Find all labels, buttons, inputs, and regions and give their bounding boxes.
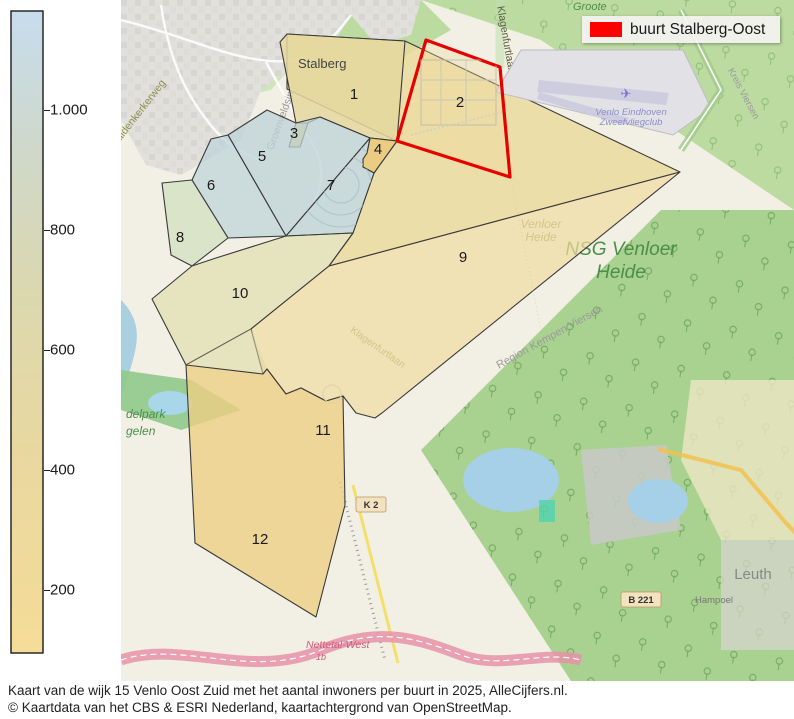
- svg-text:1b: 1b: [316, 652, 326, 662]
- svg-text:5: 5: [258, 148, 266, 165]
- svg-text:✈: ✈: [621, 86, 632, 101]
- svg-text:B 221: B 221: [628, 595, 654, 606]
- svg-text:1: 1: [350, 86, 358, 103]
- svg-text:Leuth: Leuth: [734, 566, 772, 583]
- svg-text:Nettetal-West: Nettetal-West: [306, 639, 370, 651]
- svg-text:8: 8: [176, 229, 184, 246]
- svg-text:4: 4: [374, 141, 382, 158]
- svg-text:Zweefvliegclub: Zweefvliegclub: [599, 117, 663, 128]
- svg-text:9: 9: [459, 249, 467, 266]
- svg-text:Venloer: Venloer: [521, 217, 563, 231]
- svg-text:3: 3: [290, 125, 298, 142]
- svg-text:Groote: Groote: [573, 1, 607, 13]
- svg-text:delpark: delpark: [126, 407, 166, 421]
- svg-text:6: 6: [207, 177, 215, 194]
- svg-text:7: 7: [327, 177, 335, 194]
- svg-text:K 2: K 2: [364, 500, 379, 511]
- svg-text:gelen: gelen: [126, 424, 156, 438]
- svg-text:10: 10: [232, 285, 249, 302]
- svg-text:2: 2: [456, 94, 464, 111]
- svg-text:11: 11: [315, 422, 331, 439]
- svg-text:Heide: Heide: [525, 230, 557, 244]
- svg-text:Hampoel: Hampoel: [695, 595, 733, 606]
- svg-text:12: 12: [252, 531, 269, 548]
- svg-text:Stalberg: Stalberg: [298, 56, 346, 71]
